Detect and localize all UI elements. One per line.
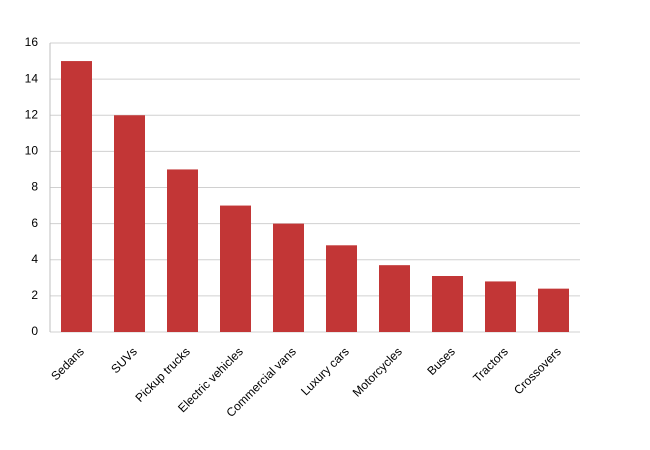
y-tick-label: 14 (25, 71, 39, 85)
bar (114, 115, 145, 332)
y-tick-label: 0 (31, 324, 38, 338)
bar (485, 281, 516, 332)
x-tick-label: Luxury cars (298, 344, 352, 398)
y-tick-label: 6 (31, 216, 38, 230)
y-tick-label: 2 (31, 288, 38, 302)
bar (61, 61, 92, 332)
bar (326, 245, 357, 332)
x-tick-label: Motorcycles (350, 344, 405, 399)
bar (220, 205, 251, 332)
x-tick-label: SUVs (108, 344, 140, 376)
y-tick-label: 4 (31, 252, 38, 266)
bar (432, 276, 463, 332)
bar (167, 169, 198, 332)
y-tick-label: 12 (25, 107, 39, 121)
x-tick-label: Buses (424, 344, 457, 377)
y-tick-label: 16 (25, 35, 39, 49)
y-tick-label: 8 (31, 180, 38, 194)
x-tick-label: Crossovers (511, 344, 564, 397)
bar (273, 223, 304, 332)
bar (379, 265, 410, 332)
bar (538, 288, 569, 332)
y-tick-label: 10 (25, 144, 39, 158)
x-tick-label: Tractors (470, 344, 511, 385)
x-tick-label: Sedans (48, 344, 87, 383)
